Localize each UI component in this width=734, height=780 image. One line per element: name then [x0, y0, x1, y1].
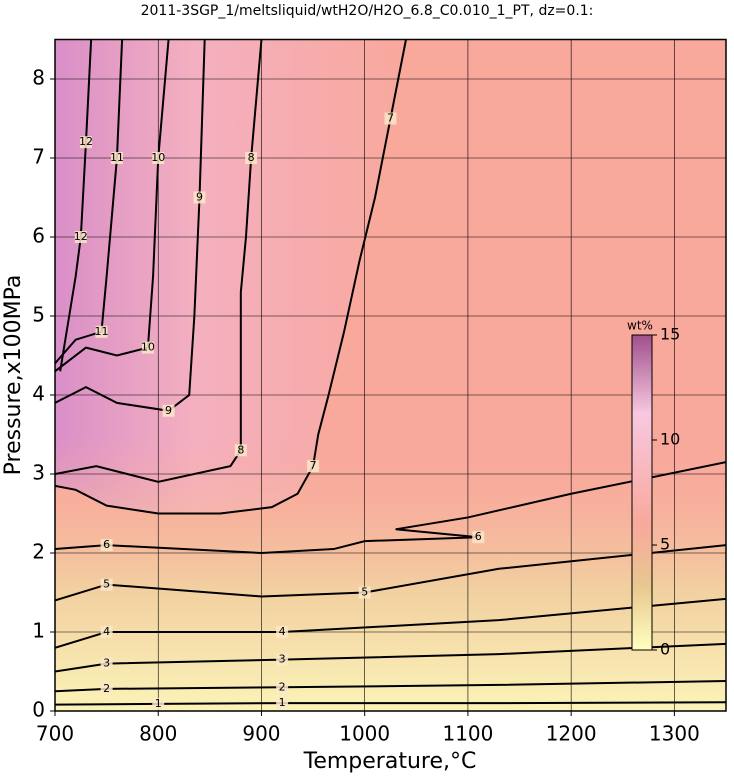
contour-label: 10 — [151, 151, 165, 164]
contour-label: 8 — [237, 443, 244, 456]
colorbar — [631, 334, 653, 651]
x-tick-label: 1300 — [649, 722, 700, 746]
contour-label: 1 — [279, 696, 286, 709]
contour-line — [55, 461, 726, 555]
colorbar-tick-label: 5 — [660, 535, 670, 554]
contour-label: 3 — [279, 653, 286, 666]
contour-label-bg — [276, 626, 289, 638]
contour-label-bg — [141, 341, 154, 354]
contour-label-bg — [152, 152, 165, 164]
colorbar-tick-label: 15 — [660, 325, 680, 344]
contour-label: 8 — [248, 151, 255, 164]
y-tick-label: 2 — [32, 540, 45, 564]
contour-label-bg — [100, 657, 113, 670]
contour-label: 5 — [103, 578, 110, 591]
contour-label-bg — [276, 653, 289, 666]
contour-label-bg — [100, 682, 113, 695]
contour-label-bg — [162, 404, 175, 417]
contour-label-bg — [100, 626, 113, 638]
contour-label-bg — [245, 152, 258, 164]
contour-label: 6 — [475, 530, 482, 543]
colorbar-label: wt% — [627, 319, 653, 333]
contour-label: 9 — [196, 191, 203, 204]
contour-label-bg — [276, 697, 289, 710]
contour-label: 11 — [110, 151, 124, 164]
y-tick-label: 3 — [32, 461, 45, 485]
contour-label: 2 — [279, 680, 286, 693]
contour-label-bg — [384, 112, 397, 125]
contour-label: 6 — [103, 538, 110, 551]
contour-label-bg — [74, 231, 87, 243]
y-tick-label: 7 — [32, 145, 45, 169]
grid — [54, 39, 726, 712]
contour-label-bg — [472, 531, 485, 544]
contour-label: 7 — [310, 459, 317, 472]
contour-line — [55, 544, 726, 602]
contour-label: 5 — [361, 586, 368, 599]
x-tick-label: 1000 — [339, 722, 390, 746]
y-tick-label: 0 — [32, 698, 45, 722]
y-tick-label: 8 — [32, 66, 45, 90]
plot-frame — [54, 38, 727, 712]
y-tick-label: 5 — [32, 303, 45, 327]
x-tick-label: 1200 — [546, 722, 597, 746]
x-tick-label: 900 — [242, 722, 280, 746]
x-tick-label: 700 — [36, 722, 74, 746]
contour-line — [55, 39, 124, 365]
colorbar-tick-label: 0 — [660, 640, 670, 659]
y-tick-label: 1 — [32, 619, 45, 643]
contour-label-bg — [100, 578, 113, 591]
y-tick-label: 4 — [32, 382, 45, 406]
x-axis-label: Temperature,°C — [303, 749, 477, 774]
contour-label: 1 — [155, 697, 162, 710]
colorbar-tick-label: 10 — [660, 430, 680, 449]
contour-label-bg — [95, 325, 108, 338]
contour-label-bg — [152, 697, 165, 710]
contour-label: 12 — [79, 135, 93, 148]
region-fill — [55, 435, 726, 711]
contour-line — [55, 39, 206, 412]
contour-label-bg — [193, 191, 206, 204]
contour-label: 4 — [103, 625, 110, 638]
x-tick-label: 800 — [139, 722, 177, 746]
x-tick-label: 1100 — [442, 722, 493, 746]
contour-label: 4 — [279, 625, 286, 638]
colorbar-ticks: 0 5 10 15 — [652, 325, 680, 659]
y-axis-label: Pressure,x100MPa — [1, 275, 26, 476]
contour-label: 11 — [94, 325, 108, 338]
contour-label-bg — [110, 152, 123, 164]
contour-label-bg — [234, 444, 247, 457]
contour-label-bg — [100, 539, 113, 552]
contour-label: 10 — [141, 341, 155, 354]
contour-label: 7 — [387, 112, 394, 125]
contour-label: 2 — [103, 682, 110, 695]
contour-label: 12 — [74, 230, 88, 243]
contour-label-bg — [79, 136, 92, 149]
y-tick-label: 6 — [32, 224, 45, 248]
contour-label: 3 — [103, 657, 110, 670]
contour-label-bg — [358, 586, 371, 599]
contour-label: 9 — [165, 404, 172, 417]
contour-label-bg — [307, 460, 320, 473]
chart-title: 2011-3SGP_1/meltsliquid/wtH2O/H2O_6.8_C0… — [141, 3, 594, 19]
contour-label-bg — [276, 681, 289, 694]
